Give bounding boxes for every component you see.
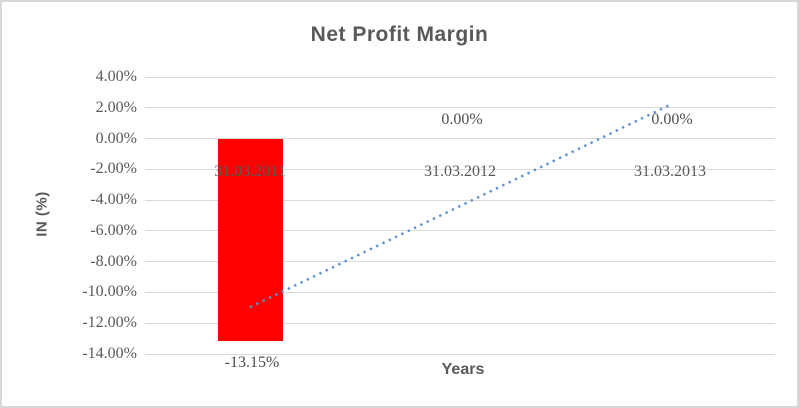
category-label: 31.03.2012 [424, 163, 496, 180]
gridline [145, 353, 775, 355]
y-tick-label: -14.00% [82, 345, 137, 362]
category-label: 31.03.2013 [634, 163, 706, 180]
gridline [145, 107, 775, 109]
trendline-path [249, 103, 671, 309]
y-tick-label: -8.00% [90, 252, 137, 270]
data-label: 0.00% [651, 110, 693, 128]
y-tick-label: -12.00% [82, 314, 137, 332]
y-tick-label: -4.00% [90, 191, 137, 209]
y-tick-label: -6.00% [90, 221, 137, 239]
category-label: 31.03.2011 [214, 163, 286, 180]
y-tick-label: 2.00% [95, 98, 137, 116]
y-tick-label: 0.00% [95, 129, 137, 147]
data-label: 0.00% [441, 110, 483, 128]
gridline [145, 322, 775, 324]
data-label: -13.15% [224, 353, 280, 371]
y-tick-label: -10.00% [82, 283, 137, 301]
gridline [145, 76, 775, 78]
y-tick-label: 4.00% [95, 68, 137, 85]
chart-title: Net Profit Margin [310, 23, 489, 46]
x-axis-title: Years [441, 361, 485, 378]
y-tick-label: -2.00% [90, 160, 137, 178]
